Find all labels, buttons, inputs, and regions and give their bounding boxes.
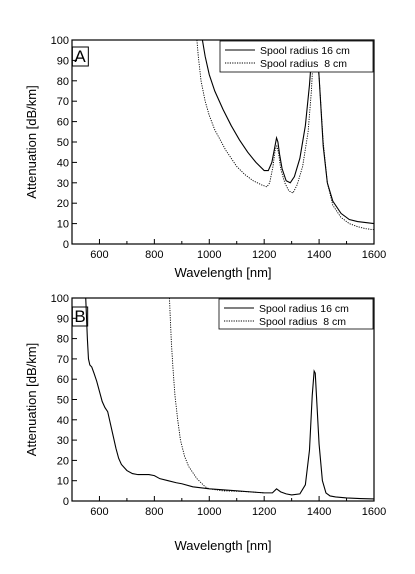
y-tick-label: 80 bbox=[57, 76, 69, 88]
y-axis-label: Attenuation [dB/km] bbox=[24, 343, 39, 456]
legend-entry: Spool radius 8 cm bbox=[259, 316, 346, 328]
x-tick-label: 1600 bbox=[362, 506, 386, 518]
y-tick-label: 50 bbox=[57, 137, 69, 149]
x-tick-label: 1000 bbox=[197, 249, 221, 261]
y-tick-label: 0 bbox=[63, 239, 69, 251]
y-tick-label: 20 bbox=[57, 198, 69, 210]
x-tick-label: 1200 bbox=[252, 506, 276, 518]
x-tick-label: 1400 bbox=[307, 506, 331, 518]
series-line-8cm bbox=[196, 40, 374, 231]
x-tick-label: 800 bbox=[145, 506, 163, 518]
y-tick-label: 40 bbox=[57, 157, 69, 169]
y-tick-label: 0 bbox=[63, 496, 69, 508]
panel-letter: B bbox=[74, 307, 85, 326]
x-tick-label: 600 bbox=[90, 249, 108, 261]
series-line-16cm bbox=[85, 298, 374, 500]
y-tick-label: 10 bbox=[57, 219, 69, 231]
chart-panel-b: 600 800 1000 1200 1400 1600 0 10 20 30 40 50 60 70 80 9… bbox=[24, 293, 386, 553]
y-tick-label: 30 bbox=[57, 435, 69, 447]
y-tick-label: 70 bbox=[57, 354, 69, 366]
y-tick-label: 40 bbox=[57, 415, 69, 427]
x-tick-label: 800 bbox=[145, 249, 163, 261]
y-tick-label: 70 bbox=[57, 96, 69, 108]
y-tick-label: 50 bbox=[57, 395, 69, 407]
legend-entry: Spool radius 16 cm bbox=[259, 303, 349, 315]
legend-box bbox=[219, 40, 374, 73]
y-tick-label: 90 bbox=[57, 313, 69, 325]
panel-letter: A bbox=[74, 47, 86, 66]
x-tick-label: 1200 bbox=[252, 249, 276, 261]
chart-panel-a: 600 800 1000 1200 1400 1600 0 10 20 30 40 50 60 70 80 9… bbox=[24, 35, 386, 280]
x-tick-label: 1400 bbox=[307, 249, 331, 261]
legend-entry: Spool radius 16 cm bbox=[260, 45, 350, 57]
panel-letter-box bbox=[71, 46, 89, 67]
panel-letter-box bbox=[71, 306, 89, 327]
y-tick-label: 60 bbox=[57, 117, 69, 129]
y-axis-label: Attenuation [dB/km] bbox=[24, 85, 39, 198]
x-tick-label: 1600 bbox=[362, 249, 386, 261]
x-tick-label: 600 bbox=[90, 506, 108, 518]
x-axis-label: Wavelength [nm] bbox=[174, 265, 271, 280]
y-tick-label: 80 bbox=[57, 334, 69, 346]
y-tick-label: 100 bbox=[51, 35, 69, 47]
y-tick-label: 20 bbox=[57, 455, 69, 467]
y-tick-label: 60 bbox=[57, 374, 69, 386]
y-tick-label: 30 bbox=[57, 178, 69, 190]
y-tick-label: 10 bbox=[57, 476, 69, 488]
series-line-8cm bbox=[169, 298, 265, 494]
x-axis-label: Wavelength [nm] bbox=[174, 538, 271, 553]
legend-box bbox=[218, 298, 374, 330]
y-tick-label: 100 bbox=[51, 293, 69, 305]
x-tick-label: 1000 bbox=[197, 506, 221, 518]
y-tick-label: 90 bbox=[57, 55, 69, 67]
legend-entry: Spool radius 8 cm bbox=[260, 58, 347, 70]
